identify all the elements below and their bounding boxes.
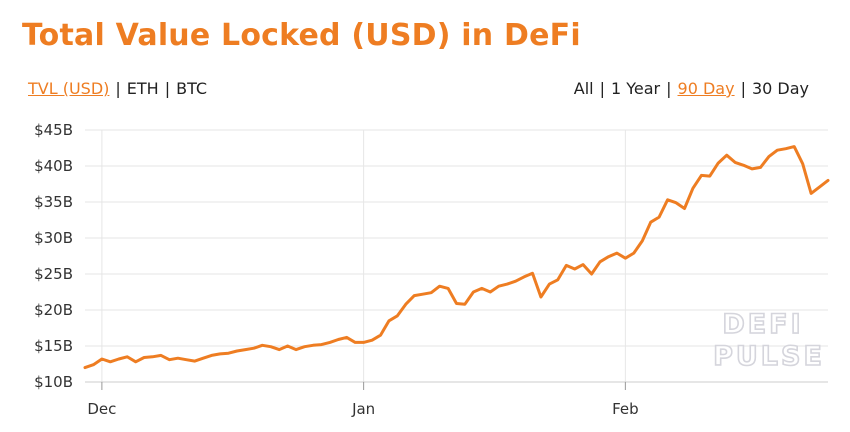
data-point[interactable] (114, 354, 124, 364)
range-30-day[interactable]: 30 Day (751, 79, 809, 98)
data-point[interactable] (392, 311, 402, 321)
x-tick-label: Feb (612, 400, 639, 418)
data-point[interactable] (612, 248, 622, 258)
data-point[interactable] (755, 162, 765, 172)
data-point[interactable] (679, 203, 689, 213)
data-point[interactable] (401, 299, 411, 309)
watermark-line-1: DEFI (722, 309, 803, 340)
tvl-series-line (83, 145, 830, 370)
separator: | (666, 79, 672, 98)
data-point[interactable] (409, 291, 419, 301)
separator: | (599, 79, 605, 98)
data-point[interactable] (359, 337, 369, 347)
data-point[interactable] (587, 269, 597, 279)
data-point[interactable] (418, 289, 428, 299)
x-axis: Dec Jan Feb (85, 381, 828, 418)
data-point[interactable] (527, 268, 537, 278)
separator: | (115, 79, 121, 98)
data-point[interactable] (122, 352, 132, 362)
data-point[interactable] (511, 276, 521, 286)
y-tick-label: $25B (34, 265, 73, 283)
data-point[interactable] (595, 257, 605, 267)
data-point[interactable] (460, 299, 470, 309)
option-eth[interactable]: ETH (126, 79, 159, 98)
data-point[interactable] (333, 335, 343, 345)
data-point[interactable] (570, 264, 580, 274)
range-toggle: All | 1 Year | 90 Day | 30 Day (574, 79, 809, 98)
data-point[interactable] (713, 158, 723, 168)
separator: | (164, 79, 171, 98)
data-point[interactable] (722, 150, 732, 160)
data-point[interactable] (164, 355, 174, 365)
data-point[interactable] (798, 159, 808, 169)
x-tick-label: Jan (351, 400, 375, 418)
data-point[interactable] (536, 292, 546, 302)
data-point[interactable] (789, 142, 799, 152)
y-tick-label: $15B (34, 337, 73, 355)
data-point[interactable] (367, 335, 377, 345)
data-point[interactable] (88, 360, 98, 370)
data-point[interactable] (316, 340, 326, 350)
data-point[interactable] (688, 183, 698, 193)
data-point[interactable] (553, 275, 563, 285)
range-all[interactable]: All (573, 79, 594, 98)
separator: | (740, 79, 746, 98)
data-point[interactable] (485, 287, 495, 297)
data-point[interactable] (764, 152, 774, 162)
defi-pulse-watermark: DEFI PULSE (712, 308, 825, 373)
range-1-year[interactable]: 1 Year (610, 79, 661, 98)
data-point[interactable] (671, 198, 681, 208)
data-point[interactable] (240, 345, 250, 355)
data-point[interactable] (646, 217, 656, 227)
data-point[interactable] (435, 281, 445, 291)
y-tick-label: $35B (34, 193, 73, 211)
data-point[interactable] (207, 350, 217, 360)
data-point[interactable] (578, 260, 588, 270)
y-tick-label: $40B (34, 157, 73, 175)
data-point[interactable] (426, 288, 436, 298)
data-point[interactable] (443, 283, 453, 293)
data-point[interactable] (173, 353, 183, 363)
data-point[interactable] (224, 348, 234, 358)
data-point[interactable] (342, 332, 352, 342)
data-point[interactable] (705, 171, 715, 181)
data-point[interactable] (257, 340, 267, 350)
data-point[interactable] (232, 346, 242, 356)
data-point[interactable] (637, 236, 647, 246)
series-layer (83, 142, 833, 370)
data-point[interactable] (781, 144, 791, 154)
data-point[interactable] (384, 316, 394, 326)
data-point[interactable] (815, 182, 825, 192)
data-point[interactable] (376, 330, 386, 340)
option-btc[interactable]: BTC (176, 79, 208, 98)
data-point[interactable] (629, 248, 639, 258)
data-point[interactable] (131, 357, 141, 367)
data-point[interactable] (300, 342, 310, 352)
data-point[interactable] (654, 212, 664, 222)
data-point[interactable] (544, 279, 554, 289)
y-axis: $10B $15B $20B $25B $30B $35B $40B $45B (34, 121, 73, 391)
page-title: Total Value Locked (USD) in DeFi (22, 18, 581, 53)
denomination-toggle: TVL (USD) | ETH | BTC (28, 79, 207, 98)
x-tick-label: Dec (87, 400, 116, 418)
y-tick-label: $30B (34, 229, 73, 247)
y-tick-label: $20B (34, 301, 73, 319)
data-point[interactable] (148, 352, 158, 362)
data-point[interactable] (772, 145, 782, 155)
data-point[interactable] (747, 164, 757, 174)
data-point[interactable] (156, 350, 166, 360)
range-90-day[interactable]: 90 Day (677, 79, 735, 98)
data-point[interactable] (823, 175, 833, 185)
data-point[interactable] (620, 253, 630, 263)
data-point[interactable] (494, 281, 504, 291)
data-point[interactable] (806, 188, 816, 198)
y-tick-label: $45B (34, 121, 73, 139)
watermark-line-2: PULSE (713, 341, 825, 372)
option-tvl-usd[interactable]: TVL (USD) (28, 79, 110, 98)
data-point[interactable] (181, 355, 191, 365)
y-tick-label: $10B (34, 373, 73, 391)
